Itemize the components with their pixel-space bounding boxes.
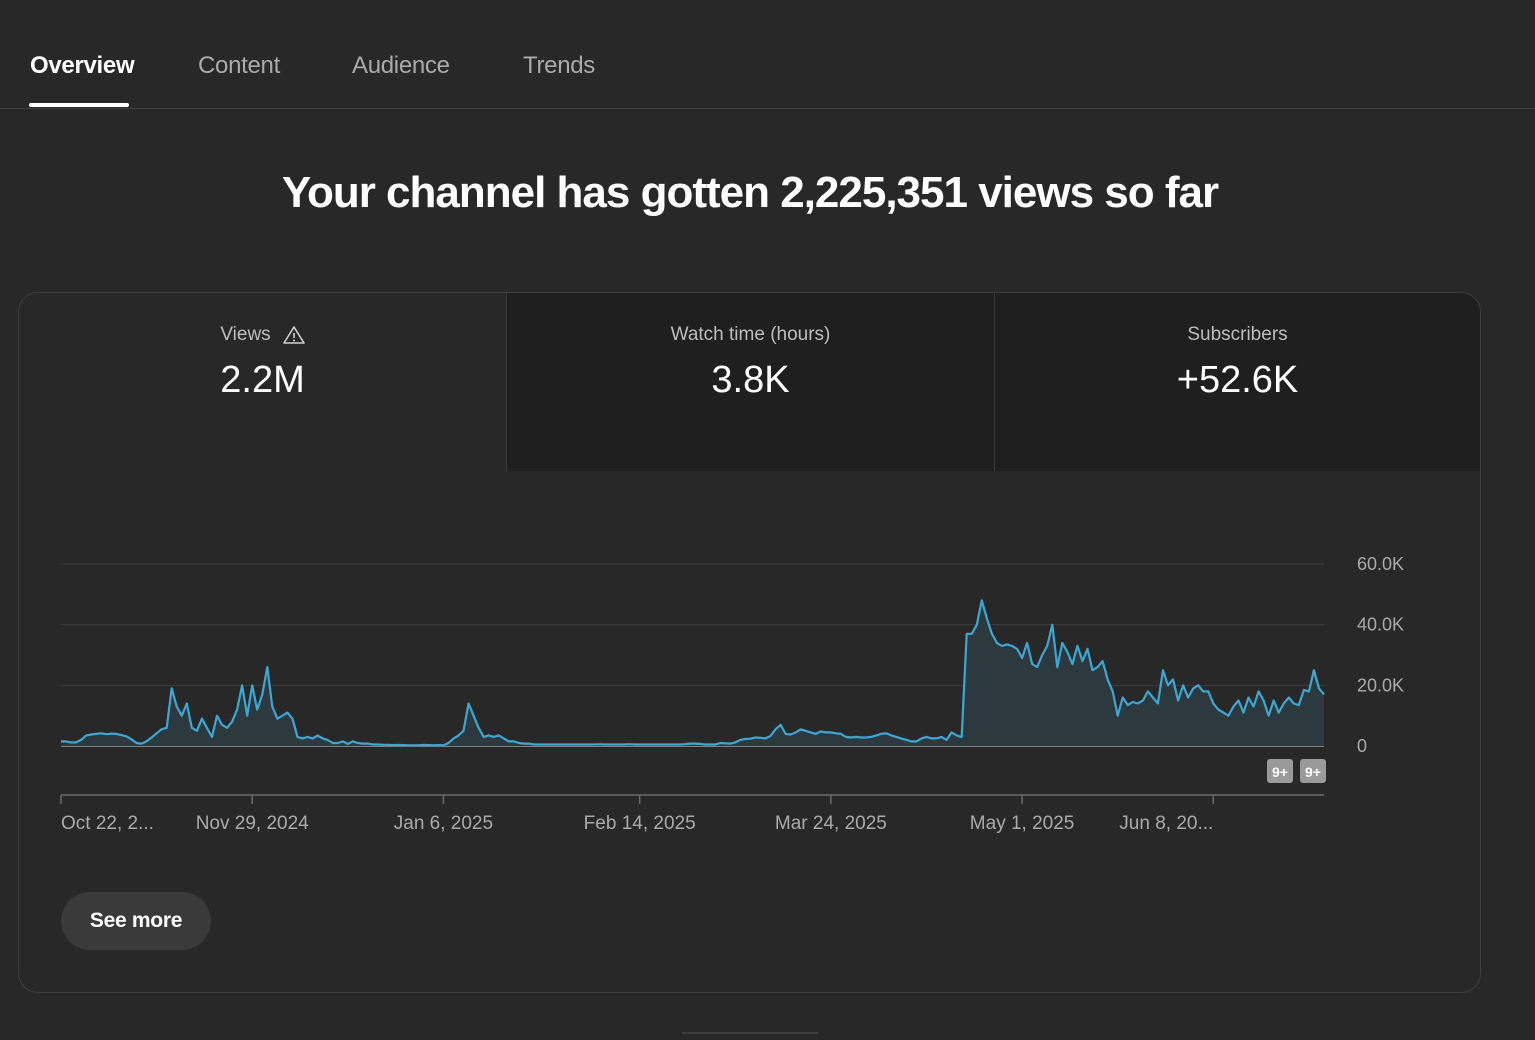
metric-label-subscribers: Subscribers	[1187, 324, 1288, 345]
tab-audience[interactable]: Audience	[352, 52, 450, 79]
page-headline: Your channel has gotten 2,225,351 views …	[281, 168, 1219, 217]
notification-badge	[1267, 759, 1293, 783]
metric-tab-subscribers[interactable]: Subscribers +52.6K	[994, 293, 1480, 471]
x-tick-label: Nov 29, 2024	[196, 813, 309, 834]
warning-icon[interactable]	[282, 325, 305, 345]
views-chart[interactable]: 0 20.0K 40.0K 60.0K 9+ 9+ Oct 22, 2... Nov 29, …	[19, 293, 1480, 992]
tab-trends[interactable]: Trends	[523, 52, 596, 79]
x-tick-label: Mar 24, 2025	[775, 813, 887, 834]
y-tick-label: 40.0K	[1357, 615, 1404, 635]
notification-badge	[1300, 759, 1326, 783]
metric-tab-views[interactable]: Views 2.2M	[19, 293, 506, 471]
see-more-button[interactable]: See more	[61, 892, 211, 950]
metric-label-views: Views	[220, 324, 271, 345]
bottom-divider	[682, 1032, 818, 1034]
x-tick-label: Jan 6, 2025	[394, 813, 493, 834]
tab-content[interactable]: Content	[198, 52, 280, 79]
metric-label-watch-time: Watch time (hours)	[670, 324, 831, 345]
y-tick-label: 60.0K	[1357, 554, 1404, 574]
views-series-line	[61, 599, 1325, 747]
views-area-fill	[61, 600, 1324, 746]
metric-value-subscribers: +52.6K	[1176, 359, 1299, 401]
notification-badge-label: 9+	[1272, 764, 1288, 780]
active-tab-indicator	[29, 103, 129, 107]
x-tick-label: Jun 8, 20...	[1119, 813, 1213, 834]
metric-value-views: 2.2M	[220, 359, 305, 401]
x-tick-label: Feb 14, 2025	[584, 813, 696, 834]
x-tick-label: Oct 22, 2...	[61, 813, 154, 834]
notification-badge-label: 9+	[1305, 764, 1321, 780]
metric-value-watch-time: 3.8K	[711, 359, 790, 401]
overview-card: Views 2.2M Watch time (hours) 3.8K Subsc…	[18, 292, 1481, 993]
metric-tab-watch-time[interactable]: Watch time (hours) 3.8K	[506, 293, 994, 471]
y-tick-label: 0	[1357, 736, 1367, 756]
tab-overview[interactable]: Overview	[30, 52, 135, 79]
x-tick-label: May 1, 2025	[970, 813, 1075, 834]
y-tick-label: 20.0K	[1357, 675, 1404, 695]
tab-bar: Overview Content Audience Trends	[0, 0, 1535, 109]
